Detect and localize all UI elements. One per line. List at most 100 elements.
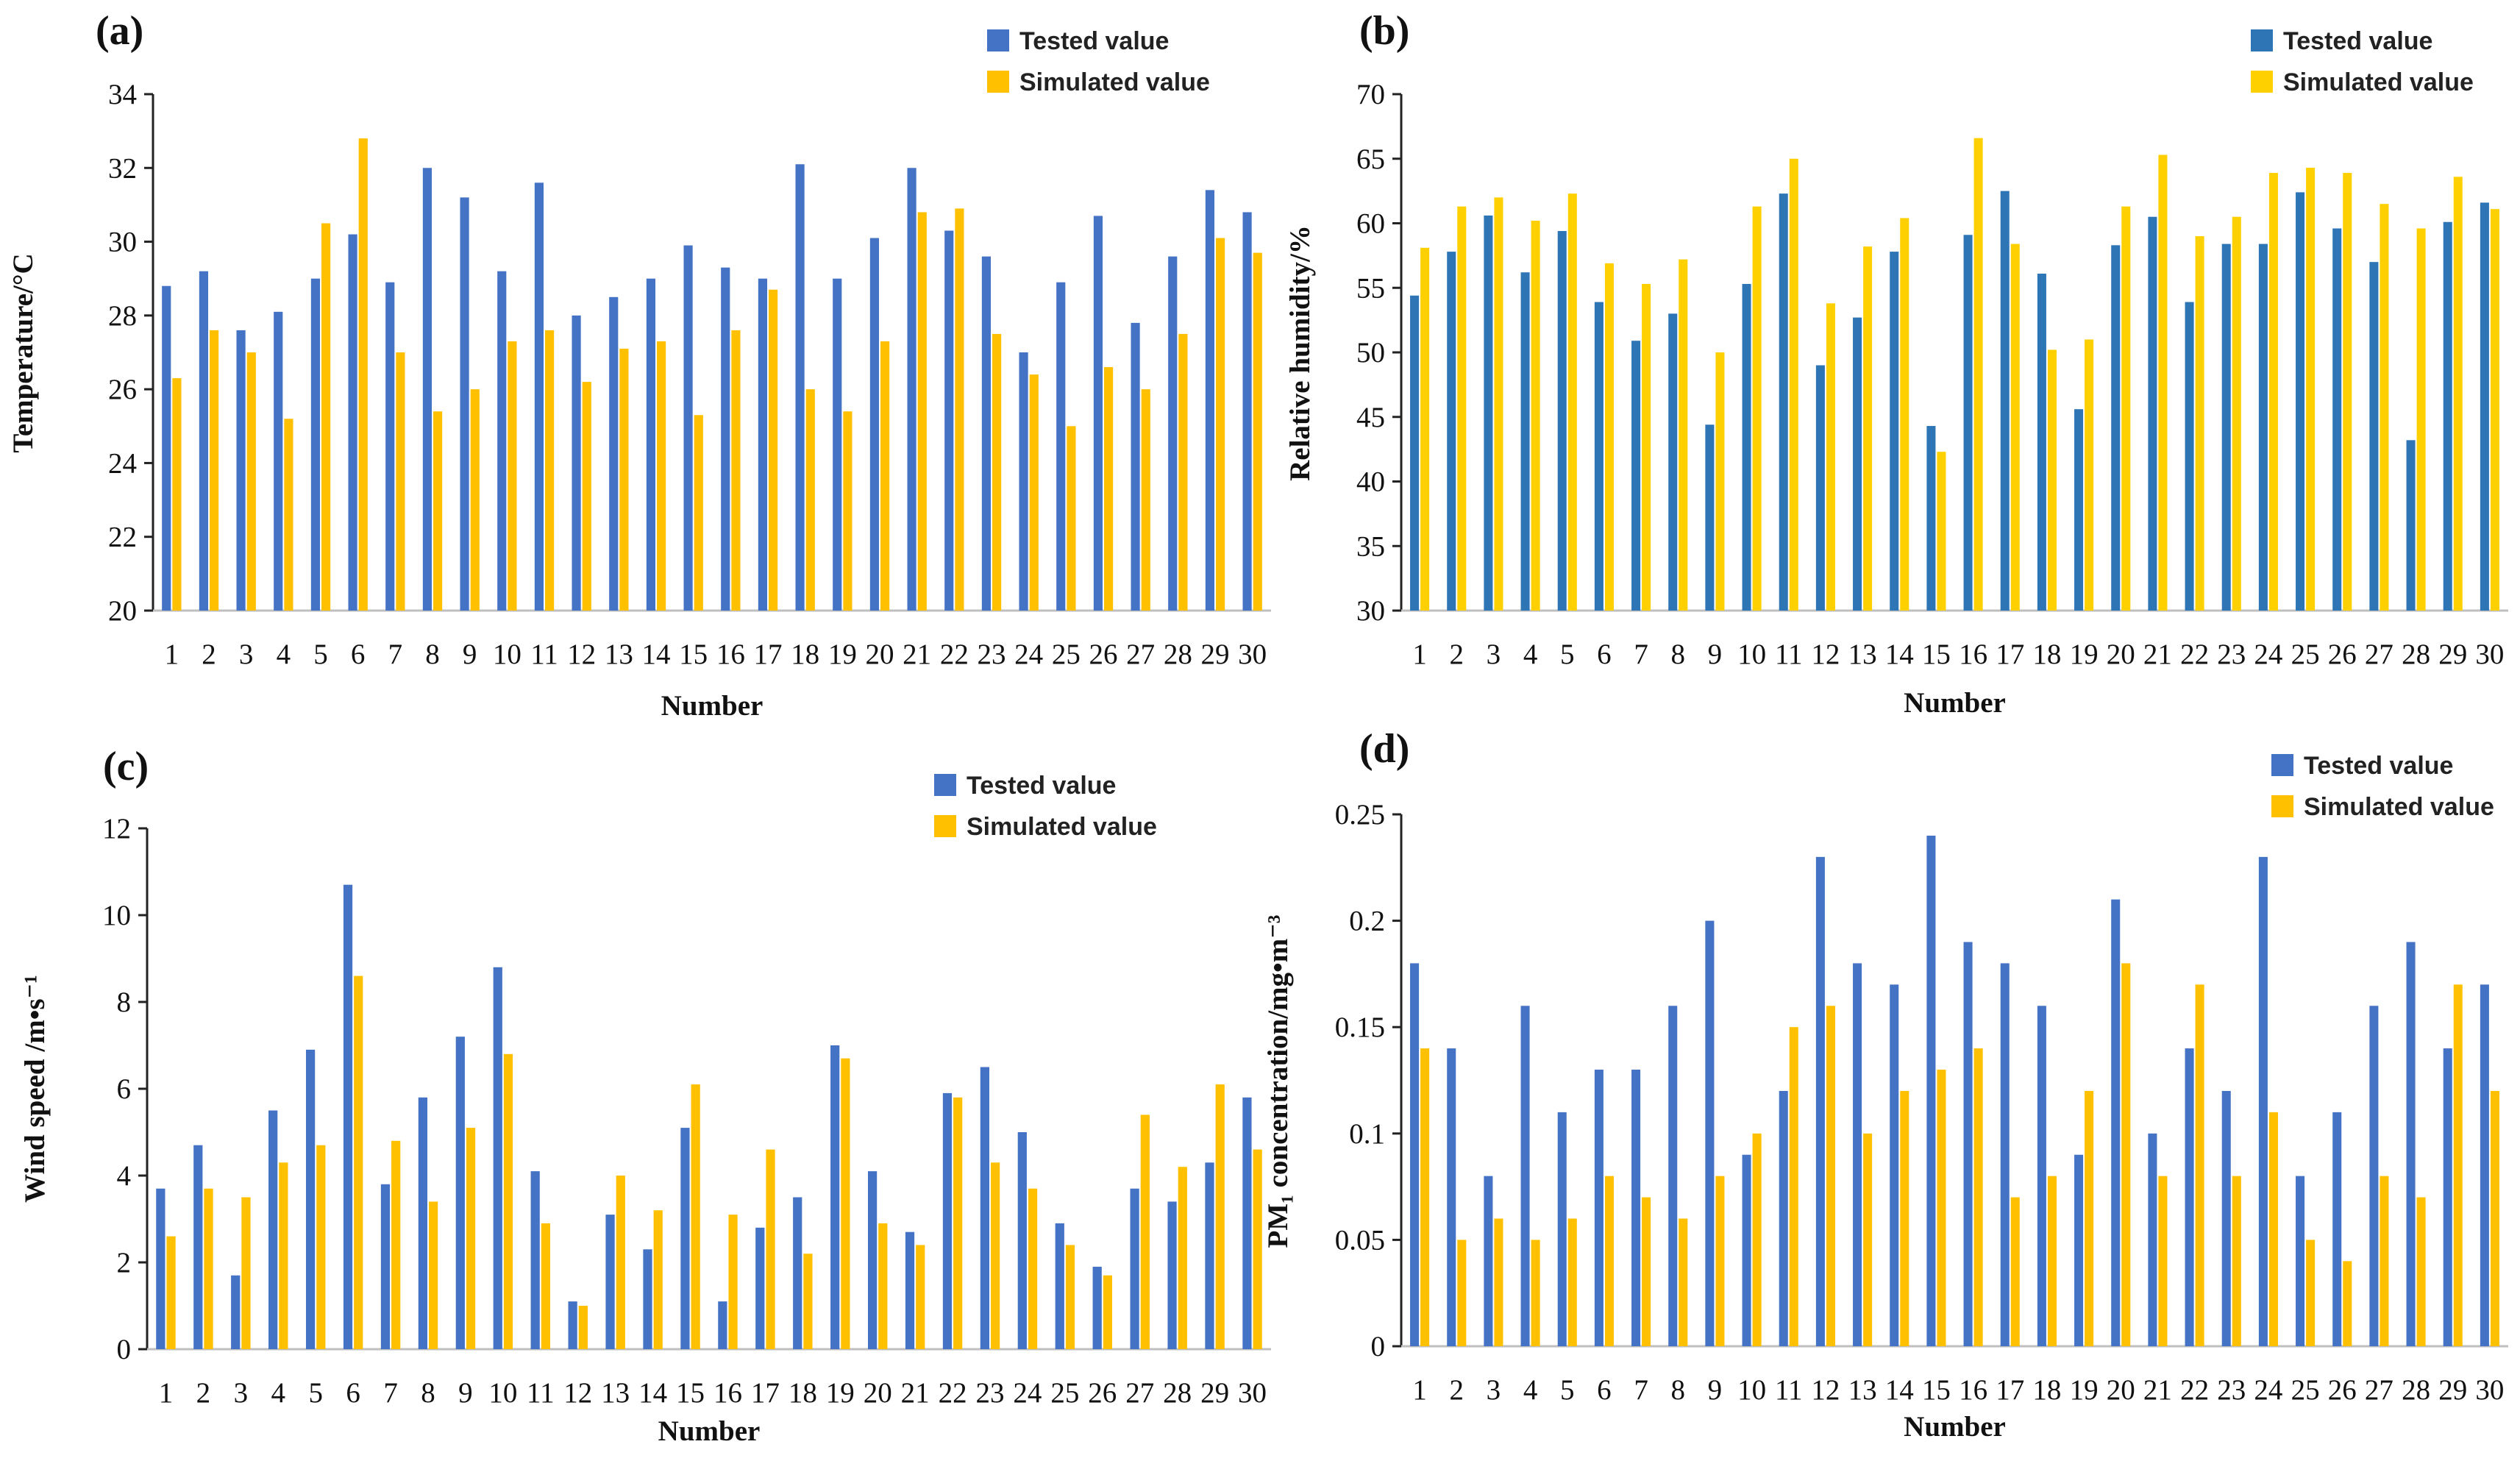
bar-tested-15 xyxy=(683,245,693,611)
y-tick-label: 0.25 xyxy=(1335,799,1385,831)
bar-simulated-28 xyxy=(1178,1167,1187,1349)
x-tick-label: 2 xyxy=(202,639,216,670)
bar-simulated-21 xyxy=(2158,1176,2168,1346)
bar-simulated-20 xyxy=(2121,963,2131,1346)
bar-tested-27 xyxy=(2369,1006,2379,1346)
x-tick-label: 22 xyxy=(939,1377,967,1409)
bar-tested-5 xyxy=(305,1049,316,1349)
x-tick-label: 29 xyxy=(1201,639,1230,670)
bar-simulated-18 xyxy=(2047,349,2057,611)
x-tick-label: 29 xyxy=(2438,1374,2467,1406)
bar-tested-8 xyxy=(1668,313,1678,611)
y-axis-title: Relative humidity/% xyxy=(1284,225,1316,481)
bar-simulated-1 xyxy=(1420,1048,1430,1346)
bar-tested-15 xyxy=(680,1128,690,1349)
bar-tested-14 xyxy=(1890,984,1899,1346)
y-tick-label: 45 xyxy=(1356,402,1385,433)
bar-simulated-18 xyxy=(2047,1176,2057,1346)
bar-tested-3 xyxy=(231,1275,241,1349)
bar-simulated-4 xyxy=(1531,1240,1540,1346)
y-tick-label: 32 xyxy=(108,152,137,184)
bar-simulated-20 xyxy=(2121,206,2131,611)
bar-tested-1 xyxy=(1410,295,1420,611)
legend: Tested value Simulated value xyxy=(2271,752,2494,821)
bar-simulated-6 xyxy=(358,138,368,611)
bar-simulated-14 xyxy=(1900,1090,1909,1346)
bar-tested-6 xyxy=(1594,1070,1604,1346)
bar-tested-16 xyxy=(718,1301,727,1349)
y-tick-label: 4 xyxy=(117,1160,132,1192)
x-tick-label: 26 xyxy=(2328,1374,2357,1406)
bar-tested-27 xyxy=(1130,1188,1139,1349)
x-tick-label: 24 xyxy=(1014,639,1043,670)
bar-simulated-25 xyxy=(1065,1245,1075,1349)
bar-tested-1 xyxy=(1410,963,1420,1346)
bar-simulated-16 xyxy=(1973,1048,1983,1346)
bar-simulated-14 xyxy=(1900,218,1909,611)
x-tick-label: 4 xyxy=(271,1377,286,1409)
x-tick-label: 29 xyxy=(1200,1377,1229,1409)
bar-tested-8 xyxy=(422,168,432,611)
panel-label: (a) xyxy=(96,8,143,54)
bar-tested-22 xyxy=(2185,1048,2194,1346)
bar-tested-2 xyxy=(199,271,208,611)
bar-simulated-24 xyxy=(1029,374,1039,611)
bar-simulated-25 xyxy=(2306,1240,2316,1346)
x-tick-label: 6 xyxy=(1597,1374,1612,1406)
bar-simulated-29 xyxy=(2453,177,2463,611)
bar-simulated-10 xyxy=(508,341,517,611)
bar-simulated-23 xyxy=(992,333,1002,611)
bar-tested-28 xyxy=(1167,1201,1177,1349)
bar-tested-5 xyxy=(1557,231,1567,611)
bar-tested-18 xyxy=(793,1197,802,1349)
x-tick-label: 10 xyxy=(493,639,522,670)
x-tick-label: 13 xyxy=(601,1377,630,1409)
bar-simulated-9 xyxy=(1715,1176,1725,1346)
bar-tested-5 xyxy=(1557,1112,1567,1346)
x-tick-label: 9 xyxy=(1708,1374,1723,1406)
bar-simulated-8 xyxy=(429,1201,438,1349)
bar-simulated-10 xyxy=(503,1053,513,1349)
bar-tested-10 xyxy=(1742,283,1751,611)
x-tick-label: 14 xyxy=(642,639,671,670)
bar-simulated-14 xyxy=(653,1210,663,1349)
bar-tested-12 xyxy=(572,315,581,611)
y-tick-label: 22 xyxy=(108,522,137,553)
x-tick-label: 27 xyxy=(2365,639,2393,670)
bar-simulated-2 xyxy=(1457,1240,1467,1346)
bar-simulated-21 xyxy=(916,1245,925,1349)
y-tick-label: 26 xyxy=(108,374,137,405)
bar-simulated-11 xyxy=(1789,158,1798,611)
bar-tested-2 xyxy=(1447,252,1456,611)
bar-tested-21 xyxy=(905,1231,915,1349)
bar-tested-30 xyxy=(1242,212,1252,611)
bar-simulated-26 xyxy=(1103,1275,1113,1349)
bar-tested-10 xyxy=(493,967,502,1349)
x-tick-label: 4 xyxy=(1523,639,1538,670)
legend-label-tested: Tested value xyxy=(1019,27,1169,55)
x-tick-label: 23 xyxy=(978,639,1006,670)
bar-simulated-20 xyxy=(878,1223,888,1349)
bar-simulated-16 xyxy=(731,330,741,611)
legend-swatch-simulated xyxy=(934,815,956,837)
x-tick-label: 1 xyxy=(1412,639,1427,670)
bar-tested-17 xyxy=(758,278,767,611)
panel-label: (d) xyxy=(1359,726,1409,772)
x-tick-label: 25 xyxy=(1050,1377,1079,1409)
bar-simulated-25 xyxy=(2306,168,2316,611)
x-tick-label: 23 xyxy=(976,1377,1005,1409)
x-tick-label: 24 xyxy=(2254,639,2282,670)
legend-label-tested: Tested value xyxy=(2304,752,2453,780)
bar-simulated-20 xyxy=(880,341,890,611)
x-tick-label: 28 xyxy=(1164,639,1192,670)
y-axis-title: PM₁ concentration/mg•m⁻³ xyxy=(1262,915,1294,1248)
legend: Tested value Simulated value xyxy=(987,27,1210,96)
bar-simulated-22 xyxy=(955,208,964,611)
bar-simulated-25 xyxy=(1067,426,1076,611)
bar-simulated-14 xyxy=(657,341,666,611)
bar-tested-11 xyxy=(1779,1090,1788,1346)
bar-simulated-24 xyxy=(2268,173,2278,611)
legend-swatch-tested xyxy=(934,774,956,796)
